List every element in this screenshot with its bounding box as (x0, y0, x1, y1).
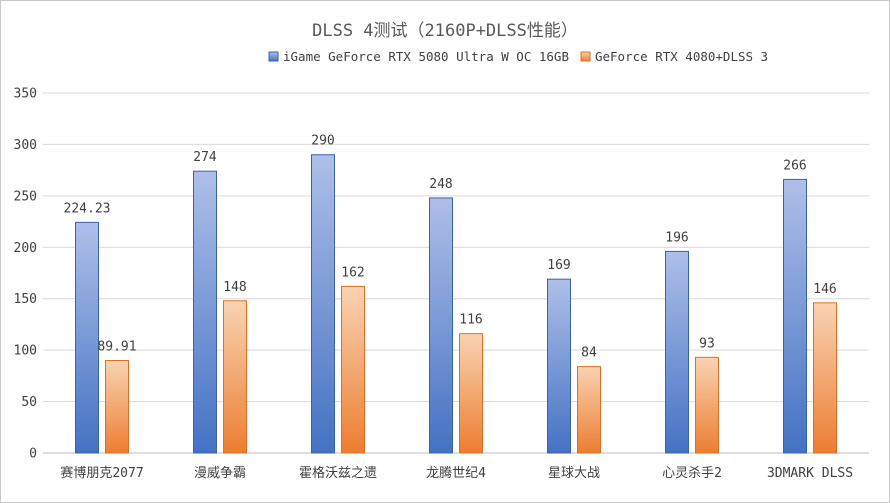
data-label: 93 (699, 336, 715, 351)
legend-label-2: GeForce RTX 4080+DLSS 3 (595, 49, 768, 64)
bar-series-1 (783, 178, 807, 454)
bar-series-1 (665, 250, 689, 454)
bar-series-1 (311, 154, 335, 454)
bar-series-1 (193, 170, 217, 454)
y-tick-label: 200 (14, 241, 37, 256)
data-label: 84 (581, 346, 597, 361)
data-label: 248 (429, 177, 452, 192)
data-label: 266 (783, 158, 806, 173)
y-axis: 0 50 100 150 200 250 300 350 (14, 87, 37, 462)
x-category-label: 漫威争霸 (194, 466, 246, 481)
bar-series-2 (105, 360, 129, 454)
legend-swatch-2 (580, 51, 591, 62)
data-label: 148 (223, 280, 246, 295)
data-label: 290 (311, 134, 334, 149)
bar-series-1 (429, 197, 453, 454)
x-category-label: 龙腾世纪4 (426, 465, 486, 481)
legend-label-1: iGame GeForce RTX 5080 Ultra W OC 16GB (283, 49, 569, 64)
x-category-label: 心灵杀手2 (662, 466, 722, 481)
data-label: 89.91 (97, 340, 136, 355)
data-label: 224.23 (64, 201, 111, 216)
x-category-label: 霍格沃兹之遗 (299, 465, 377, 481)
data-label: 169 (547, 258, 570, 273)
bar-series-2 (341, 285, 365, 454)
chart-title: DLSS 4测试（2160P+DLSS性能） (312, 21, 578, 41)
x-category-label: 赛博朋克2077 (60, 465, 143, 481)
bar-series-1 (75, 221, 99, 454)
bar-series-2 (459, 333, 483, 454)
x-axis: 赛博朋克2077 漫威争霸 霍格沃兹之遗 龙腾世纪4 星球大战 心灵杀手2 3DMARK D… (60, 465, 853, 481)
data-label: 116 (459, 313, 482, 328)
legend-swatch-1 (268, 51, 279, 62)
y-tick-label: 300 (14, 138, 37, 153)
gridlines (43, 92, 869, 454)
data-label: 274 (193, 150, 217, 165)
data-label: 162 (341, 265, 364, 280)
data-label: 196 (665, 230, 688, 245)
bar-series-2 (695, 356, 719, 454)
x-category-label: 3DMARK DLSS (767, 466, 853, 481)
data-label: 146 (813, 282, 836, 297)
y-tick-label: 50 (21, 395, 37, 410)
legend: iGame GeForce RTX 5080 Ultra W OC 16GB Ge… (268, 49, 768, 64)
y-tick-label: 0 (29, 447, 37, 462)
y-tick-label: 250 (14, 189, 37, 204)
data-labels: 224.23 89.91 274 148 290 162 248 116 169 84 196 93 2… (64, 134, 837, 361)
y-tick-label: 350 (14, 87, 37, 102)
bars (75, 154, 837, 454)
y-tick-label: 150 (14, 292, 37, 307)
bar-series-1 (547, 278, 571, 454)
x-category-label: 星球大战 (548, 466, 600, 481)
bar-series-2 (223, 300, 247, 454)
bar-series-2 (577, 366, 601, 454)
bar-series-2 (813, 302, 837, 454)
y-tick-label: 100 (14, 344, 37, 359)
